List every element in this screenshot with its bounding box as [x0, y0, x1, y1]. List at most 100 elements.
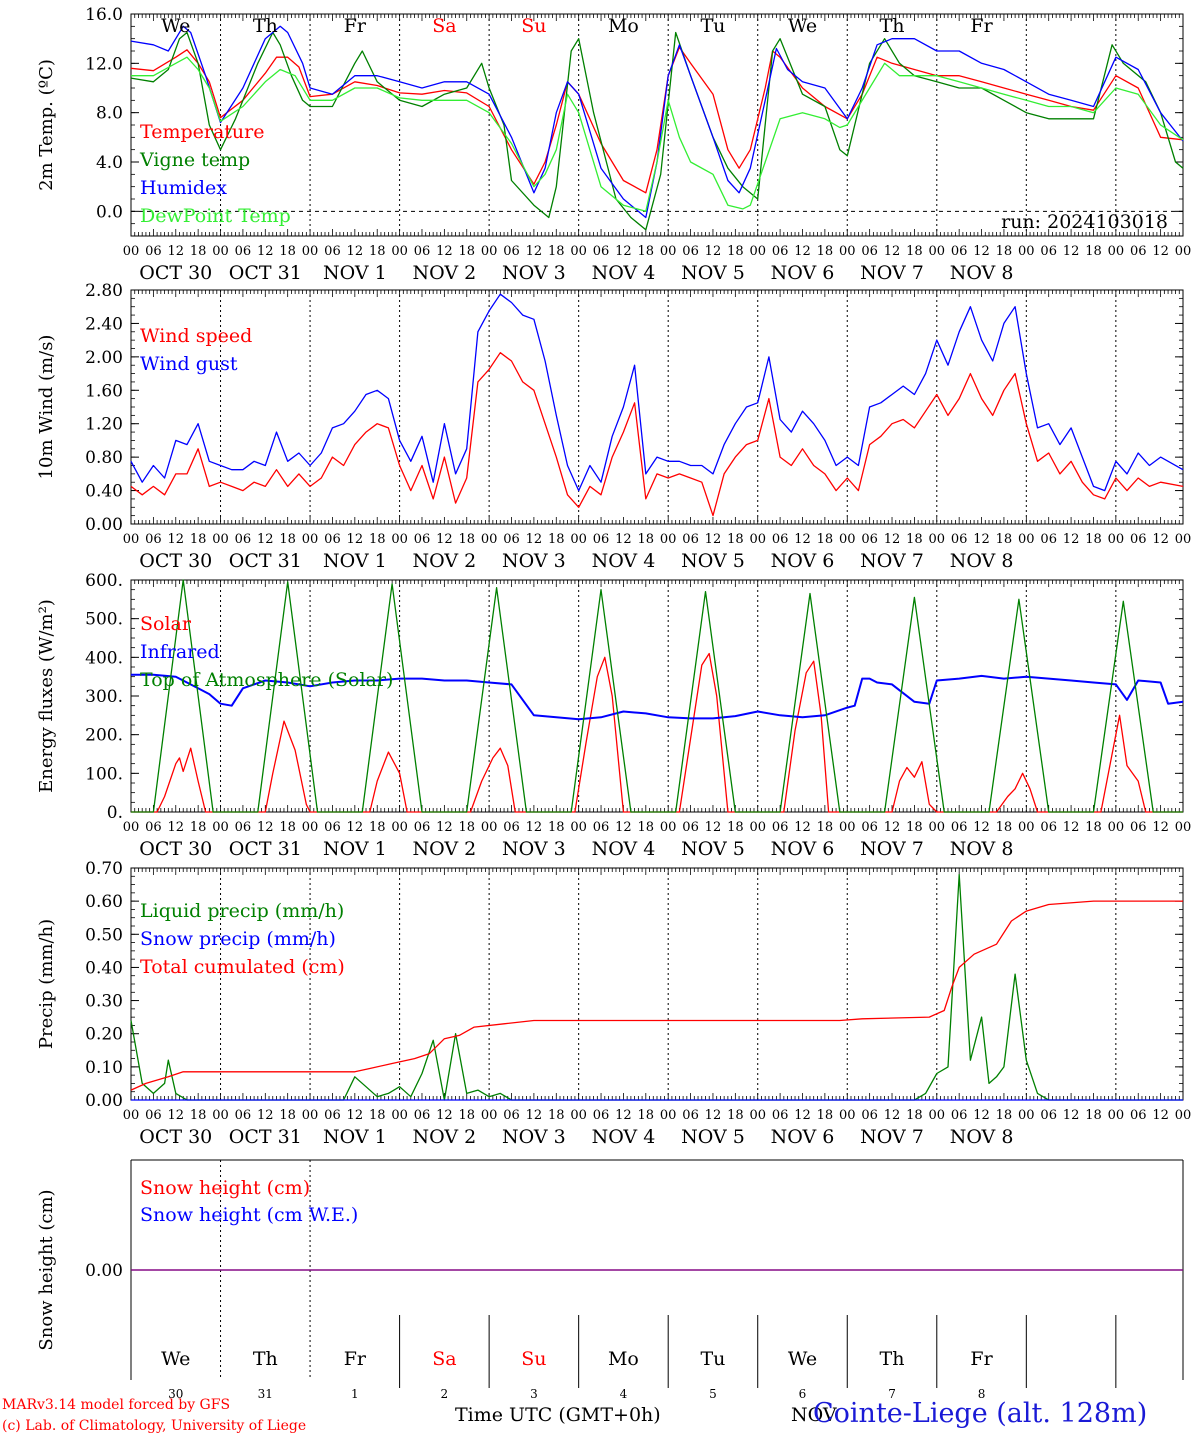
credit-line-1: MARv3.14 model forced by GFS: [2, 1397, 231, 1413]
hour-tick-label: 06: [1040, 1108, 1057, 1123]
hour-tick-label: 18: [190, 820, 207, 835]
y-tick-label: 0.10: [85, 1058, 123, 1078]
weekday-label-bottom: Tu: [700, 1348, 725, 1370]
hour-tick-label: 12: [167, 244, 184, 259]
hour-tick-label: 12: [705, 244, 722, 259]
hour-tick-label: 06: [861, 1108, 878, 1123]
hour-tick-label: 12: [794, 1108, 811, 1123]
hour-tick-label: 06: [1130, 532, 1147, 547]
weekday-label-bottom: Sa: [432, 1348, 456, 1370]
hour-tick-label: 00: [929, 532, 946, 547]
day-number-label: 1: [351, 1387, 359, 1401]
weekday-label-top: Sa: [432, 15, 456, 37]
y-tick-label: 16.0: [85, 5, 123, 25]
hour-tick-label: 06: [145, 1108, 162, 1123]
hour-tick-label: 18: [458, 244, 475, 259]
hour-tick-label: 18: [548, 532, 565, 547]
hour-tick-label: 18: [190, 1108, 207, 1123]
series-line: [131, 673, 1184, 721]
hour-tick-label: 18: [1085, 820, 1102, 835]
hour-tick-label: 12: [705, 1108, 722, 1123]
hour-tick-label: 06: [1130, 244, 1147, 259]
hour-tick-label: 12: [615, 532, 632, 547]
legend-entry: Temperature: [140, 121, 264, 143]
date-label: NOV 1: [323, 1126, 387, 1148]
hour-tick-label: 12: [347, 1108, 364, 1123]
date-label: NOV 5: [681, 838, 745, 860]
hour-tick-label: 06: [593, 532, 610, 547]
y-tick-label: 0.: [107, 803, 123, 823]
hour-tick-label: 18: [996, 244, 1013, 259]
hour-tick-label: 12: [257, 820, 274, 835]
hour-tick-label: 00: [302, 1108, 319, 1123]
hour-tick-label: 18: [996, 820, 1013, 835]
weekday-label-top: Fr: [344, 15, 367, 37]
hour-tick-label: 18: [638, 1108, 655, 1123]
hour-tick-label: 18: [1085, 244, 1102, 259]
hour-tick-label: 06: [503, 820, 520, 835]
hour-tick-label: 18: [279, 1108, 296, 1123]
hour-tick-label: 06: [1040, 820, 1057, 835]
hour-tick-label: 06: [414, 532, 431, 547]
hour-tick-label: 00: [660, 244, 677, 259]
hour-tick-label: 12: [436, 244, 453, 259]
hour-tick-label: 12: [705, 532, 722, 547]
legend-entry: DewPoint Temp: [140, 205, 291, 227]
credit-line-2: (c) Lab. of Climatology, University of L…: [2, 1418, 307, 1434]
hour-tick-label: 12: [794, 820, 811, 835]
y-tick-label: 500.: [85, 610, 123, 630]
hour-tick-label: 06: [324, 532, 341, 547]
hour-tick-label: 12: [1152, 1108, 1169, 1123]
date-label: NOV 1: [323, 262, 387, 284]
hour-tick-label: 18: [906, 1108, 923, 1123]
date-label: NOV 3: [502, 262, 566, 284]
date-label: NOV 3: [502, 838, 566, 860]
hour-tick-label: 18: [279, 532, 296, 547]
date-label: NOV 8: [950, 1126, 1014, 1148]
hour-tick-label: 12: [1063, 820, 1080, 835]
hour-tick-label: 06: [951, 820, 968, 835]
hour-tick-label: 00: [302, 532, 319, 547]
date-label: NOV 6: [771, 838, 835, 860]
hour-tick-label: 18: [548, 820, 565, 835]
day-number-label: 3: [530, 1387, 538, 1401]
date-label: OCT 31: [229, 1126, 302, 1148]
day-number-label: 8: [978, 1387, 986, 1401]
y-tick-label: 0.60: [85, 892, 123, 912]
hour-tick-label: 12: [1063, 244, 1080, 259]
date-label: NOV 2: [413, 1126, 477, 1148]
hour-tick-label: 06: [1040, 532, 1057, 547]
day-number-label: 7: [888, 1387, 896, 1401]
y-tick-label: 1.60: [85, 381, 123, 401]
hour-tick-label: 12: [884, 532, 901, 547]
weekday-label-top: Th: [880, 15, 905, 37]
hour-tick-label: 12: [526, 244, 543, 259]
hour-tick-label: 06: [861, 820, 878, 835]
y-tick-label: 0.00: [85, 1261, 123, 1281]
date-label: NOV 7: [860, 550, 924, 572]
y-axis-label: 2m Temp. (ºC): [36, 59, 57, 191]
date-label: NOV 2: [413, 550, 477, 572]
hour-tick-label: 18: [369, 820, 386, 835]
day-number-label: 31: [258, 1387, 273, 1401]
day-number-label: 4: [620, 1387, 628, 1401]
hour-tick-label: 00: [212, 532, 229, 547]
hour-tick-label: 00: [391, 244, 408, 259]
y-tick-label: 0.40: [85, 958, 123, 978]
date-label: NOV 1: [323, 838, 387, 860]
hour-tick-label: 00: [749, 820, 766, 835]
y-tick-label: 200.: [85, 726, 123, 746]
hour-tick-label: 00: [212, 244, 229, 259]
hour-tick-label: 00: [570, 820, 587, 835]
hour-tick-label: 00: [1108, 1108, 1125, 1123]
hour-tick-label: 06: [772, 1108, 789, 1123]
hour-tick-label: 06: [951, 244, 968, 259]
y-tick-label: 0.70: [85, 859, 123, 879]
y-tick-label: 0.80: [85, 448, 123, 468]
panel-frame: [130, 579, 1184, 813]
y-tick-label: 2.40: [85, 314, 123, 334]
legend-entry: Snow precip (mm/h): [140, 928, 336, 950]
date-label: NOV 2: [413, 838, 477, 860]
hour-tick-label: 06: [593, 244, 610, 259]
